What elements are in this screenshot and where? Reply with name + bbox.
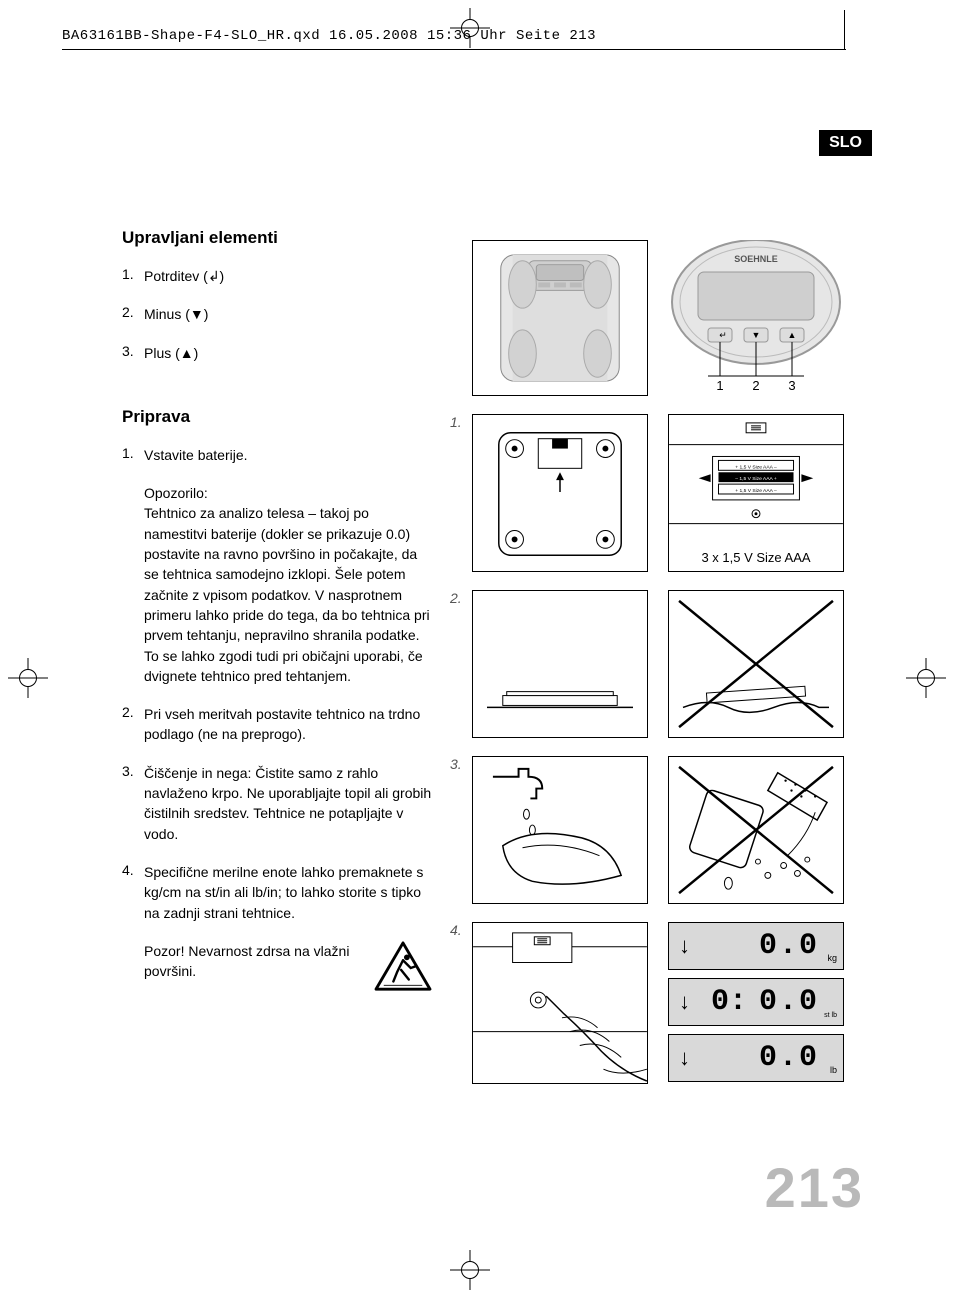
- item-num: 3.: [122, 343, 144, 363]
- fig-row-0: SOEHNLE ↵ ▼ ▲ 1 2 3: [472, 240, 872, 396]
- svg-text:3: 3: [788, 378, 795, 393]
- svg-text:+ 1,5 V Size AAA –: + 1,5 V Size AAA –: [735, 464, 777, 470]
- suffix: ): [220, 268, 225, 284]
- header-rule-vert: [844, 10, 845, 50]
- fig-row-1: 1.: [472, 414, 872, 572]
- display-stlb: ↓ 0: 0.0 st lb: [668, 978, 844, 1026]
- fig-unit-button: [472, 922, 648, 1084]
- fig-row-2: 2.: [472, 590, 872, 738]
- svg-text:▲: ▲: [788, 330, 797, 340]
- digits: 0.0: [759, 985, 819, 1019]
- fig-unit-displays: ↓ 0.0 kg ↓ 0: 0.0 st lb ↓ 0.0 lb: [668, 922, 844, 1084]
- fig-clean-damp-cloth: [472, 756, 648, 904]
- item-num: 2.: [122, 704, 144, 745]
- item-text: Čiščenje in nega: Čistite samo z rahlo n…: [144, 763, 432, 844]
- unit: lb: [830, 1065, 837, 1075]
- fig-dial: SOEHNLE ↵ ▼ ▲ 1 2 3: [668, 240, 844, 396]
- fig-row-4: 4. ↓ 0.0 kg ↓ 0: 0.0: [472, 922, 872, 1084]
- section-controls-title: Upravljani elementi: [122, 228, 432, 248]
- item-num: 2.: [122, 304, 144, 324]
- fig-no-carpet: [668, 590, 844, 738]
- warning-block: Opozorilo: Tehtnico za analizo telesa – …: [144, 483, 432, 686]
- fig-flat-surface: [472, 590, 648, 738]
- controls-item-3: 3. Plus (▲): [122, 343, 432, 363]
- arrow-down-icon: ↓: [679, 933, 690, 959]
- item-text: Pri vseh meritvah postavite tehtnico na …: [144, 704, 432, 745]
- digits: 0.0: [759, 929, 819, 963]
- page-number: 213: [765, 1155, 864, 1220]
- controls-item-2: 2. Minus (▼): [122, 304, 432, 324]
- setup-item-2: 2. Pri vseh meritvah postavite tehtnico …: [122, 704, 432, 745]
- fig-battery-compartment: + 1,5 V Size AAA – – 1,5 V Size AAA + + …: [668, 414, 844, 572]
- svg-text:↵: ↵: [719, 330, 727, 340]
- item-text: Potrditev (↳): [144, 266, 432, 286]
- arrow-down-icon: ↓: [679, 989, 690, 1015]
- svg-text:2: 2: [752, 378, 759, 393]
- digits: 0.0: [759, 1041, 819, 1075]
- item-text: Minus (▼): [144, 304, 432, 324]
- row-label: 4.: [450, 922, 462, 938]
- svg-text:+ 1,5 V Size AAA –: + 1,5 V Size AAA –: [735, 488, 777, 494]
- unit: st lb: [824, 1012, 837, 1019]
- header-rule: [62, 49, 846, 50]
- svg-text:1: 1: [716, 378, 723, 393]
- unit: kg: [827, 953, 837, 963]
- row-label: 1.: [450, 414, 462, 430]
- setup-item-4: 4. Specifične merilne enote lahko premak…: [122, 862, 432, 923]
- warning-body2: To se lahko zgodi tudi pri običajni upor…: [144, 646, 432, 687]
- display-lb: ↓ 0.0 lb: [668, 1034, 844, 1082]
- fig-scale-back: [472, 414, 648, 572]
- battery-caption: 3 x 1,5 V Size AAA: [669, 550, 843, 565]
- fig-no-submerge: [668, 756, 844, 904]
- svg-text:▼: ▼: [752, 330, 761, 340]
- item-num: 1.: [122, 445, 144, 465]
- fig-scale-front: [472, 240, 648, 396]
- slip-warning-text: Pozor! Nevarnost zdrsa na vlažni površin…: [144, 941, 362, 982]
- slip-hazard-icon: [374, 941, 432, 993]
- brand-text: SOEHNLE: [734, 254, 778, 264]
- language-tab: SLO: [819, 130, 872, 156]
- item-text: Plus (▲): [144, 343, 432, 363]
- imposition-header: BA63161BB-Shape-F4-SLO_HR.qxd 16.05.2008…: [62, 28, 596, 44]
- slip-warning-row: Pozor! Nevarnost zdrsa na vlažni površin…: [144, 941, 432, 993]
- row-label: 3.: [450, 756, 462, 772]
- section-setup-title: Priprava: [122, 407, 432, 427]
- display-kg: ↓ 0.0 kg: [668, 922, 844, 970]
- controls-item-1: 1. Potrditev (↳): [122, 266, 432, 286]
- row-label: 2.: [450, 590, 462, 606]
- warning-body: Tehtnico za analizo telesa – takoj po na…: [144, 503, 432, 645]
- warning-heading: Opozorilo:: [144, 483, 432, 503]
- label: Potrditev (: [144, 268, 208, 284]
- svg-text:– 1,5 V Size AAA +: – 1,5 V Size AAA +: [735, 476, 777, 482]
- fig-row-3: 3.: [472, 756, 872, 904]
- pre-digits: 0:: [711, 985, 747, 1019]
- item-num: 1.: [122, 266, 144, 286]
- item-num: 3.: [122, 763, 144, 844]
- item-text: Vstavite baterije.: [144, 445, 432, 465]
- item-num: 4.: [122, 862, 144, 923]
- setup-item-3: 3. Čiščenje in nega: Čistite samo z rahl…: [122, 763, 432, 844]
- arrow-down-icon: ↓: [679, 1045, 690, 1071]
- item-text: Specifične merilne enote lahko premaknet…: [144, 862, 432, 923]
- setup-item-1: 1. Vstavite baterije.: [122, 445, 432, 465]
